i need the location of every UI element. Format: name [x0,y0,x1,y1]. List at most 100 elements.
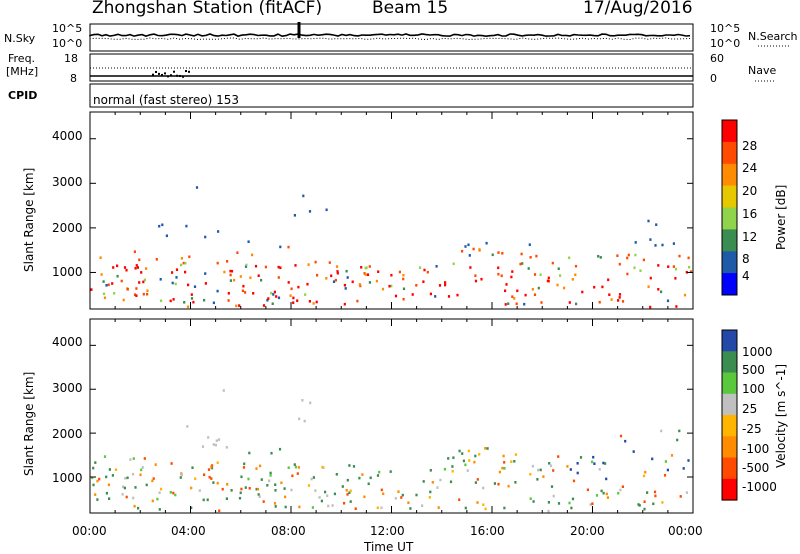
scatter-cell [682,467,685,470]
scatter-cell [247,477,250,481]
scatter-cell [643,500,646,503]
nave-tick-top: 60 [710,52,724,65]
scatter-cell [519,262,522,266]
scatter-cell [401,493,404,497]
scatter-cell [245,263,248,267]
scatter-cell [346,276,349,279]
scatter-cell [664,460,667,463]
cpid-panel [89,83,694,108]
scatter-cell [280,481,283,485]
scatter-cell [593,462,596,465]
scatter-cell [632,450,635,453]
scatter-cell [524,293,527,297]
scatter-cell [211,464,214,467]
scatter-cell [571,497,575,501]
plot-frame [89,318,694,514]
scatter-cell [368,265,371,268]
scatter-cell [126,476,129,480]
scatter-cell [179,476,182,479]
scatter-cell [233,278,236,282]
scatter-cell [335,473,338,476]
scatter-cell [551,261,554,265]
scatter-cell [207,468,211,471]
scatter-cell [154,463,157,466]
nsky-line [89,33,691,38]
scatter-cell [172,491,175,495]
x-tick-2: 08:00 [271,524,306,538]
scatter-cell [135,264,138,267]
scatter-cell [467,449,470,453]
scatter-cell [422,480,425,483]
scatter-cell [563,286,566,290]
scatter-cell [678,254,681,258]
scatter-cell [138,258,141,262]
scatter-cell [513,460,516,463]
scatter-cell [497,482,500,486]
scatter-cell [497,272,500,276]
scatter-cell [368,281,371,284]
scatter-cell [225,446,228,449]
scatter-cell [169,491,172,494]
scatter-cell [214,443,217,447]
scatter-cell [352,465,356,468]
scatter-cell [203,473,206,476]
colorbar-swatch [722,141,737,165]
scatter-cell [520,252,523,256]
scatter-cell [419,266,422,269]
scatter-cell [639,269,642,272]
scatter-cell [529,256,532,259]
scatter-cell [238,496,242,500]
scatter-cell [531,288,534,291]
scatter-cell [230,489,233,492]
vel-tick-m1000: -1000 [742,480,777,494]
scatter-cell [422,280,425,283]
vel-tick-m500: -500 [742,461,770,475]
nsky-tick-bottom: 10^0 [52,37,83,50]
slant-range-label-bottom: Slant Range [km] [22,371,36,476]
scatter-cell [672,242,675,245]
scatter-cell [394,497,397,500]
scatter-cell [507,484,510,488]
scatter-cell [429,292,432,296]
scatter-cell [663,474,667,477]
scatter-cell [122,298,125,302]
scatter-cell [674,277,677,280]
scatter-cell [136,266,139,269]
scatter-cell [123,266,127,269]
scatter-cell [444,281,447,284]
scatter-cell [314,260,317,264]
scatter-cell [568,501,571,505]
scatter-cell [654,244,657,247]
scatter-cell [94,461,97,464]
scatter-cell [274,483,277,486]
scatter-cell [380,488,383,492]
scatter-cell [190,506,193,510]
scatter-cell [203,298,206,302]
scatter-cell [190,293,193,296]
scatter-cell [270,291,273,295]
scatter-cell [660,290,663,294]
scatter-cell [428,496,431,499]
scatter-cell [687,459,690,462]
scatter-cell [633,266,636,270]
scatter-cell [369,476,372,480]
scatter-cell [552,469,555,472]
scatter-cell [476,501,479,504]
scatter-cell [260,278,263,282]
scatter-cell [108,497,111,500]
scatter-cell [497,251,500,254]
scatter-cell [108,468,111,471]
scatter-cell [314,489,317,492]
scatter-cell [644,470,647,474]
scatter-cell [438,284,442,287]
scatter-cell [376,506,379,510]
scatter-cell [484,507,487,511]
scatter-cell [566,465,569,468]
scatter-cell [675,305,678,308]
scatter-cell [617,491,620,495]
station-title: Zhongshan Station (fitACF) [92,0,323,18]
x-axis-label: Time UT [364,540,414,554]
scatter-cell [278,447,282,451]
scatter-cell [657,288,660,291]
scatter-cell [652,502,655,506]
